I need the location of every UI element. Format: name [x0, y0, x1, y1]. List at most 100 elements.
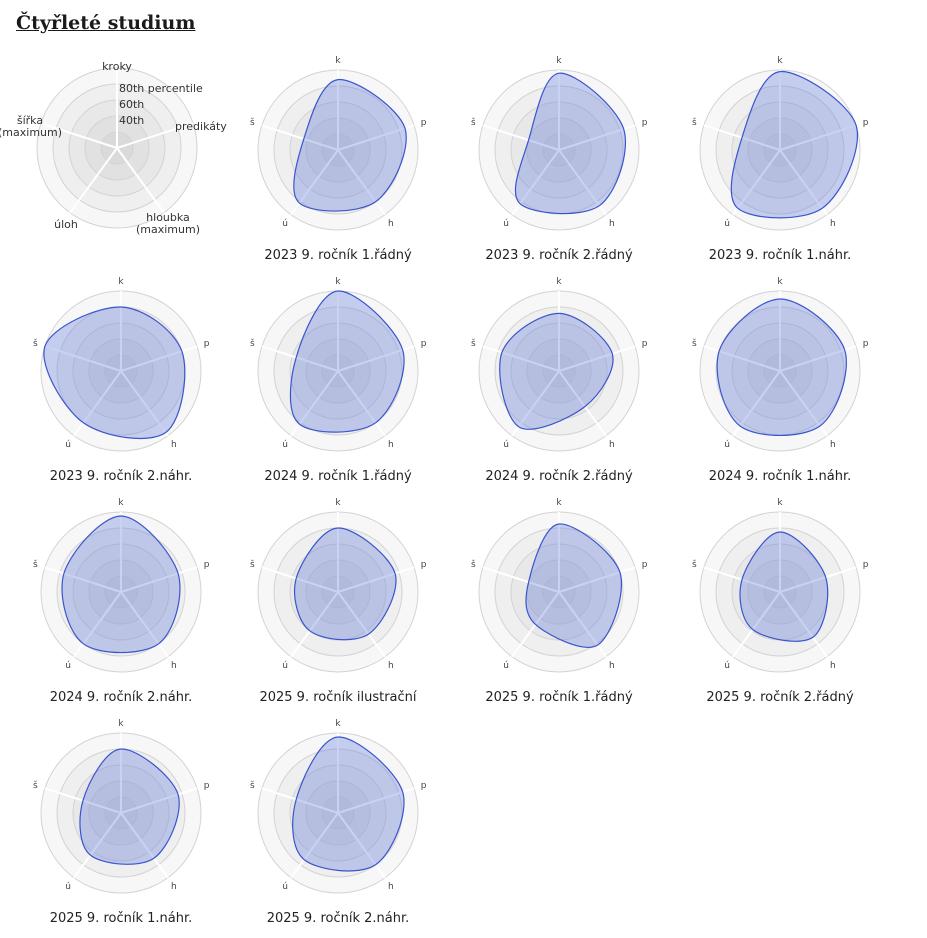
radar-spoke	[337, 591, 386, 658]
radar-spoke	[44, 566, 122, 593]
radar-spoke	[261, 787, 339, 814]
legend-axis-label: predikáty	[175, 120, 227, 133]
radar-spoke	[337, 345, 415, 372]
radar-background	[40, 511, 202, 673]
radar-spoke	[73, 370, 122, 437]
radar-spoke	[558, 345, 636, 372]
radar-panel: k p h ú š 2025 9. ročník 1.řádný	[449, 496, 669, 717]
radar-spoke	[732, 149, 781, 216]
radar-spoke	[779, 370, 828, 437]
radar-axis-label: š	[471, 338, 476, 349]
radar-axis-label: p	[642, 339, 648, 349]
radar-panel-label: 2024 9. ročník 2.náhr.	[49, 690, 193, 705]
radar-panel-label: 2024 9. ročník 2.řádný	[485, 469, 633, 484]
radar-axis-label: h	[830, 219, 836, 229]
radar-spoke	[511, 370, 560, 437]
radar-axis-label: p	[421, 781, 427, 791]
radar-spoke	[337, 149, 386, 216]
radar-background	[40, 290, 202, 452]
radar-axis-label: ú	[503, 661, 509, 671]
radar-background	[257, 290, 419, 452]
radar-series-shape	[289, 290, 405, 433]
radar-axis-label: k	[777, 277, 783, 287]
radar-spoke	[73, 591, 122, 658]
radar-spoke	[261, 345, 339, 372]
radar-spoke	[779, 149, 828, 216]
radar-axis-label: k	[777, 56, 783, 66]
radar-background	[699, 69, 861, 231]
radar-axis-label: h	[609, 440, 615, 450]
radar-panel-label: 2024 9. ročník 1.náhr.	[708, 469, 852, 484]
radar-background	[257, 69, 419, 231]
radar-panel-label: 2023 9. ročník 2.náhr.	[49, 469, 193, 484]
radar-spoke	[337, 124, 415, 151]
radar-axis-label: p	[863, 560, 869, 570]
radar-axis-label: ú	[282, 661, 288, 671]
radar-spoke	[120, 566, 198, 593]
radar-axis-label: p	[421, 118, 427, 128]
radar-series-shape	[79, 748, 180, 865]
radar-axis-label: p	[204, 339, 210, 349]
radar-panel-label: 2023 9. ročník 1.řádný	[264, 248, 412, 263]
radar-panel: k p h ú š 2025 9. ročník 2.náhr.	[228, 717, 448, 938]
radar-spoke	[290, 812, 339, 879]
radar-axis-label: p	[204, 560, 210, 570]
radar-spoke	[779, 345, 857, 372]
radar-svg: k p h ú š	[471, 498, 648, 673]
radar-axis-label: š	[250, 117, 255, 128]
radar-background	[478, 511, 640, 673]
radar-series-shape	[739, 531, 829, 642]
radar-panel-label: 2025 9. ročník ilustrační	[259, 690, 417, 705]
radar-spoke	[337, 370, 386, 437]
radar-axis-label: š	[471, 559, 476, 570]
radar-spoke	[558, 124, 636, 151]
radar-axis-label: ú	[724, 219, 730, 229]
radar-axis-label: h	[609, 661, 615, 671]
radar-spoke	[779, 591, 828, 658]
radar-axis-label: ú	[724, 661, 730, 671]
radar-axis-label: š	[33, 780, 38, 791]
radar-axis-label: k	[335, 56, 341, 66]
radar-axis-label: k	[118, 277, 124, 287]
radar-axis-label: ú	[503, 440, 509, 450]
radar-spoke	[482, 566, 560, 593]
radar-axis-label: k	[335, 498, 341, 508]
radar-svg: k p h ú š	[471, 277, 648, 452]
radar-spoke	[120, 345, 198, 372]
legend-axis-label: šířka	[17, 114, 43, 127]
radar-panel-label: 2023 9. ročník 2.řádný	[485, 248, 633, 263]
radar-axis-label: ú	[282, 440, 288, 450]
radar-axis-label: š	[471, 117, 476, 128]
radar-spoke	[482, 345, 560, 372]
radar-spoke	[337, 787, 415, 814]
radar-axis-label: h	[388, 440, 394, 450]
radar-svg: k p h ú š	[250, 498, 427, 673]
radar-axis-label: ú	[65, 882, 71, 892]
radar-spoke	[558, 591, 607, 658]
radar-axis-label: š	[250, 559, 255, 570]
legend-axis-label: (maximum)	[136, 223, 200, 236]
radar-spoke	[779, 566, 857, 593]
radar-svg: k p h ú š	[250, 56, 427, 231]
radar-panel-label: 2025 9. ročník 1.řádný	[485, 690, 633, 705]
radar-axis-label: h	[388, 219, 394, 229]
radar-svg: k p h ú š	[33, 277, 210, 452]
radar-svg: k p h ú š	[471, 56, 648, 231]
radar-axis-label: p	[421, 339, 427, 349]
legend-axis-label: hloubka	[146, 211, 190, 224]
legend-axis-label: úloh	[54, 218, 78, 231]
radar-panel: k p h ú š 2024 9. ročník 2.náhr.	[11, 496, 231, 717]
radar-axis-label: ú	[282, 882, 288, 892]
radar-axis-label: k	[335, 277, 341, 287]
radar-axis-label: h	[171, 661, 177, 671]
radar-axis-label: p	[421, 560, 427, 570]
radar-spoke	[44, 345, 122, 372]
legend-ring-label: 40th	[119, 114, 144, 127]
radar-spoke	[732, 591, 781, 658]
radar-spoke	[558, 370, 607, 437]
radar-panel: k p h ú š 2025 9. ročník ilustrační	[228, 496, 448, 717]
radar-axis-label: ú	[503, 219, 509, 229]
radar-background	[699, 290, 861, 452]
radar-axis-label: ú	[724, 440, 730, 450]
radar-spoke	[120, 591, 169, 658]
